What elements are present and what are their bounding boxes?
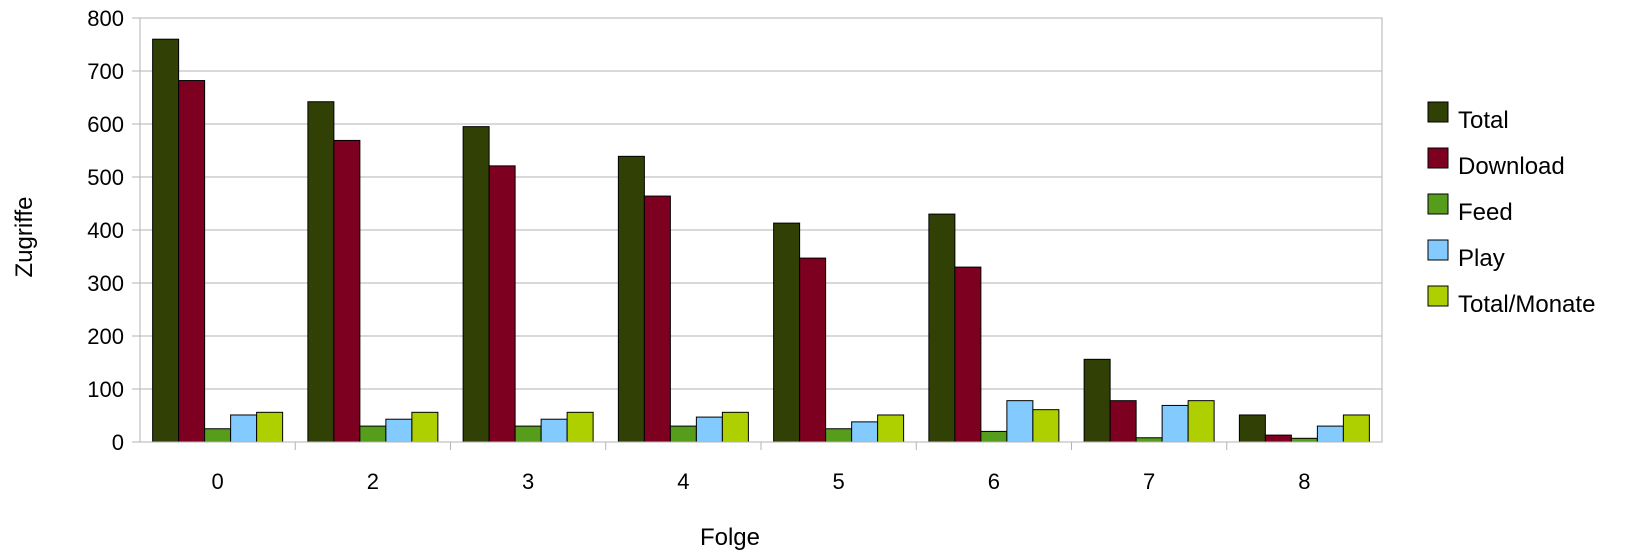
bar-download-6 — [954, 266, 982, 443]
bar-play-8 — [1316, 425, 1344, 443]
y-tick-label: 800 — [87, 6, 124, 31]
y-tick-label: 500 — [87, 165, 124, 190]
legend-label: Total — [1458, 107, 1509, 134]
axes — [132, 17, 1383, 450]
y-tick-label: 200 — [87, 324, 124, 349]
x-tick-label: 4 — [677, 469, 689, 494]
bar-feed-7 — [1135, 437, 1163, 443]
x-axis-title: Folge — [700, 524, 760, 551]
y-tick-label: 400 — [87, 218, 124, 243]
bar-play-4 — [695, 416, 723, 443]
bar-total-8 — [1238, 414, 1266, 443]
bar-download-0 — [178, 80, 206, 443]
bar-feed-0 — [204, 428, 232, 443]
x-tick-label: 2 — [367, 469, 379, 494]
bar-feed-2 — [359, 425, 387, 443]
bar-download-7 — [1109, 400, 1137, 443]
y-tick-label: 300 — [87, 271, 124, 296]
y-axis-title: Zugriffe — [11, 197, 38, 278]
legend-swatch — [1427, 285, 1449, 307]
legend-label: Play — [1458, 245, 1505, 272]
bar-download-3 — [488, 165, 516, 443]
bar-play-5 — [851, 421, 879, 443]
x-tick-label: 6 — [988, 469, 1000, 494]
bars — [152, 38, 1370, 443]
bar-download-5 — [799, 257, 827, 443]
bar-total-monate-2 — [411, 411, 439, 443]
bar-feed-6 — [980, 430, 1008, 443]
bar-download-4 — [643, 195, 671, 443]
bar-total-6 — [928, 213, 956, 443]
bar-total-5 — [773, 222, 801, 443]
bar-total-monate-8 — [1342, 414, 1370, 443]
x-tick-label: 7 — [1143, 469, 1155, 494]
bar-feed-8 — [1290, 437, 1318, 443]
bar-play-0 — [230, 414, 258, 443]
x-tick-label: 5 — [833, 469, 845, 494]
bar-total-0 — [152, 38, 180, 443]
bar-play-3 — [540, 418, 568, 443]
legend-label: Download — [1458, 153, 1565, 180]
bar-play-7 — [1161, 404, 1189, 443]
legend-swatch — [1427, 193, 1449, 215]
bar-total-4 — [617, 155, 645, 443]
bar-total-monate-6 — [1032, 409, 1060, 443]
x-tick-label: 0 — [212, 469, 224, 494]
y-tick-label: 100 — [87, 377, 124, 402]
bar-total-2 — [307, 101, 335, 443]
x-tick-label: 8 — [1298, 469, 1310, 494]
bar-feed-3 — [514, 425, 542, 443]
legend-swatch — [1427, 239, 1449, 261]
bar-download-2 — [333, 139, 361, 443]
bar-total-monate-4 — [721, 411, 749, 443]
bar-play-2 — [385, 418, 413, 443]
bar-feed-4 — [669, 425, 697, 443]
x-tick-label: 3 — [522, 469, 534, 494]
bar-total-7 — [1083, 358, 1111, 443]
bar-total-3 — [462, 126, 490, 443]
bar-total-monate-0 — [256, 411, 284, 443]
y-tick-label: 0 — [112, 430, 124, 455]
legend-swatch — [1427, 147, 1449, 169]
legend: Total Download Feed Play Total/Monate — [1427, 101, 1595, 318]
bar-total-monate-3 — [566, 411, 594, 443]
bar-feed-5 — [825, 428, 853, 443]
legend-label: Feed — [1458, 199, 1513, 226]
bar-download-8 — [1264, 434, 1292, 443]
y-tick-label: 700 — [87, 59, 124, 84]
legend-swatch — [1427, 101, 1449, 123]
x-tick-labels: 0 2 3 4 5 6 7 8 — [212, 469, 1311, 494]
y-tick-label: 600 — [87, 112, 124, 137]
bar-total-monate-5 — [877, 414, 905, 443]
bar-play-6 — [1006, 400, 1034, 443]
y-tick-labels: 0 100 200 300 400 500 600 700 800 — [87, 6, 124, 455]
legend-label: Total/Monate — [1458, 291, 1595, 318]
bar-total-monate-7 — [1187, 400, 1215, 443]
